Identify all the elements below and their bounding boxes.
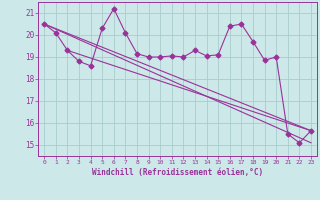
X-axis label: Windchill (Refroidissement éolien,°C): Windchill (Refroidissement éolien,°C) xyxy=(92,168,263,177)
